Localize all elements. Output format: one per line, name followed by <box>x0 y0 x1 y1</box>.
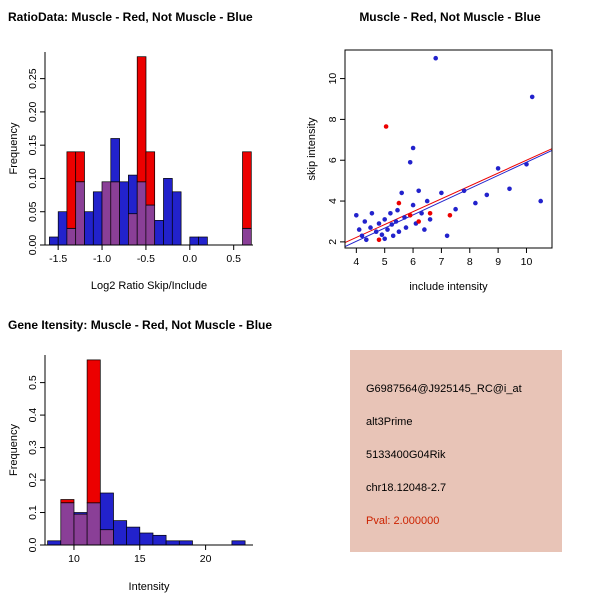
gene-intensity-histogram-canvas: 10 15 20 0.0 0.1 0.2 0.3 0.4 0.5 <box>27 355 253 565</box>
svg-text:0.2: 0.2 <box>27 473 39 488</box>
gene-intensity-histogram-ylabel: Frequency <box>8 424 20 476</box>
svg-text:2: 2 <box>327 239 339 245</box>
svg-text:0.5: 0.5 <box>27 375 39 390</box>
svg-text:5: 5 <box>382 256 388 268</box>
svg-text:8: 8 <box>327 116 339 122</box>
svg-text:-1.5: -1.5 <box>49 253 67 265</box>
svg-text:0.05: 0.05 <box>27 201 39 222</box>
ratio-histogram-canvas: -1.5 -1.0 -0.5 0.0 0.5 0.00 0.05 0.10 0.15 0.20 0.… <box>27 52 253 265</box>
svg-text:4: 4 <box>327 198 339 204</box>
svg-text:0.1: 0.1 <box>27 505 39 520</box>
svg-text:0.25: 0.25 <box>27 68 39 89</box>
info-box: G6987564@J925145_RC@i_at alt3Prime 51334… <box>350 350 562 552</box>
svg-text:-1.0: -1.0 <box>93 253 111 265</box>
svg-text:0.10: 0.10 <box>27 168 39 189</box>
svg-text:8: 8 <box>467 256 473 268</box>
svg-text:20: 20 <box>200 553 212 565</box>
splice-type-text: alt3Prime <box>366 416 413 428</box>
svg-text:15: 15 <box>134 553 146 565</box>
svg-text:0.00: 0.00 <box>27 235 39 256</box>
svg-text:0.3: 0.3 <box>27 440 39 455</box>
svg-text:0.5: 0.5 <box>226 253 241 265</box>
svg-text:0.0: 0.0 <box>183 253 198 265</box>
gene-info-panel: G6987564@J925145_RC@i_at alt3Prime 51334… <box>300 300 600 600</box>
svg-text:0.4: 0.4 <box>27 408 39 423</box>
svg-text:10: 10 <box>521 256 533 268</box>
svg-text:6: 6 <box>327 157 339 163</box>
svg-text:-0.5: -0.5 <box>137 253 155 265</box>
svg-text:0.15: 0.15 <box>27 135 39 156</box>
pval-text: Pval: 2.000000 <box>366 515 440 527</box>
intensity-scatter-canvas: 4 5 6 7 8 9 10 2 4 6 8 10 <box>327 49 553 268</box>
svg-text:7: 7 <box>438 256 444 268</box>
gene-intensity-histogram-xlabel: Intensity <box>128 581 170 593</box>
svg-text:4: 4 <box>353 256 359 268</box>
gene-symbol-text: 5133400G04Rik <box>366 449 446 461</box>
probe-id-text: G6987564@J925145_RC@i_at <box>366 383 522 395</box>
chromosome-location-text: chr18.12048-2.7 <box>366 482 447 494</box>
svg-text:10: 10 <box>68 553 80 565</box>
intensity-scatter-ylabel: skip intensity <box>306 117 318 181</box>
svg-text:0.0: 0.0 <box>27 538 39 553</box>
svg-text:9: 9 <box>495 256 501 268</box>
svg-text:0.20: 0.20 <box>27 102 39 123</box>
svg-text:6: 6 <box>410 256 416 268</box>
intensity-scatter-title: Muscle - Red, Not Muscle - Blue <box>359 10 541 24</box>
intensity-scatter-xlabel: include intensity <box>409 281 488 293</box>
ratio-histogram-title: RatioData: Muscle - Red, Not Muscle - Bl… <box>8 10 253 24</box>
gene-intensity-histogram-panel: Gene Itensity: Muscle - Red, Not Muscle … <box>0 300 300 600</box>
svg-text:10: 10 <box>327 73 339 85</box>
ratio-histogram-xlabel: Log2 Ratio Skip/Include <box>90 280 208 292</box>
ratio-histogram-ylabel: Frequency <box>8 122 20 175</box>
gene-intensity-histogram-title: Gene Itensity: Muscle - Red, Not Muscle … <box>8 318 273 332</box>
ratio-histogram-panel: RatioData: Muscle - Red, Not Muscle - Bl… <box>0 0 300 300</box>
intensity-scatter-panel: Muscle - Red, Not Muscle - Blue 4 5 6 7 8 9 10… <box>300 0 600 300</box>
